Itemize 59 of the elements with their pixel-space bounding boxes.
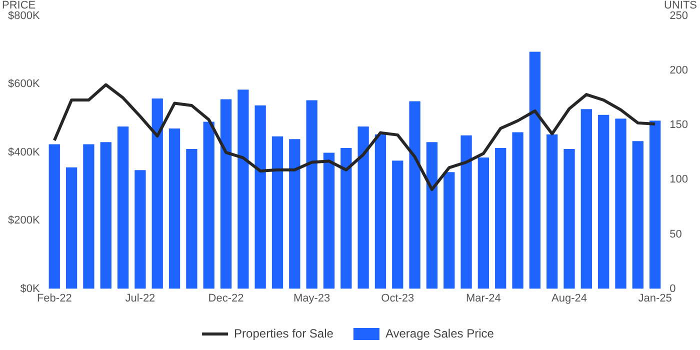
bar	[238, 90, 249, 289]
x-tick-label: Jan-25	[638, 292, 672, 304]
x-tick-label: Aug-24	[552, 292, 587, 304]
x-tick-label: Feb-22	[36, 292, 72, 304]
bar	[168, 128, 180, 289]
x-tick-label: Mar-24	[466, 292, 501, 304]
bar	[117, 126, 129, 289]
bar	[529, 52, 541, 289]
x-tick-label: May-23	[293, 292, 330, 304]
y-tick-label: $400K	[8, 146, 40, 158]
bar	[100, 142, 112, 289]
bar	[495, 148, 506, 289]
bar	[546, 134, 558, 289]
bar	[66, 167, 78, 289]
bar	[426, 142, 438, 289]
y2-axis-title: UNITS	[664, 0, 697, 12]
bar	[289, 139, 300, 289]
y2-tick-label: 0	[670, 282, 676, 295]
bar	[203, 122, 214, 289]
bar	[632, 141, 644, 289]
bar	[460, 135, 472, 289]
legend-label: Average Sales Price	[385, 326, 494, 340]
bar	[615, 118, 626, 289]
bar	[186, 148, 198, 289]
x-tick-label: Oct-23	[381, 292, 414, 304]
bar	[374, 134, 386, 289]
y2-tick-label: 50	[670, 228, 682, 240]
x-tick-label: Jul-22	[125, 292, 156, 304]
y2-tick-label: 150	[670, 119, 688, 132]
y-tick-label: $600K	[8, 78, 40, 90]
bar	[83, 144, 94, 289]
bar	[392, 160, 404, 289]
y-tick-label: $800K	[8, 10, 40, 22]
bar	[254, 105, 266, 289]
bar	[152, 98, 163, 289]
bar	[478, 158, 490, 289]
y2-tick-label: 200	[670, 64, 688, 77]
bar	[272, 136, 284, 289]
bar	[323, 152, 335, 289]
bar	[134, 170, 146, 289]
bar	[512, 132, 524, 289]
bar	[580, 109, 592, 289]
y-tick-label: $0K	[20, 282, 40, 295]
y-axis-title: PRICE	[2, 0, 36, 12]
bar	[358, 126, 369, 289]
bar	[220, 99, 232, 289]
bar	[444, 172, 455, 289]
bar	[340, 148, 352, 289]
bar	[306, 100, 318, 289]
bar	[564, 148, 575, 289]
y2-tick-label: 100	[670, 174, 688, 186]
y-tick-label: $200K	[8, 214, 40, 227]
bar	[598, 114, 610, 289]
bar	[409, 101, 420, 289]
bar	[48, 144, 60, 289]
x-tick-label: Dec-22	[208, 292, 244, 304]
legend-label: Properties for Sale	[234, 326, 334, 340]
bar	[649, 120, 661, 289]
y2-tick-label: 250	[670, 10, 688, 22]
